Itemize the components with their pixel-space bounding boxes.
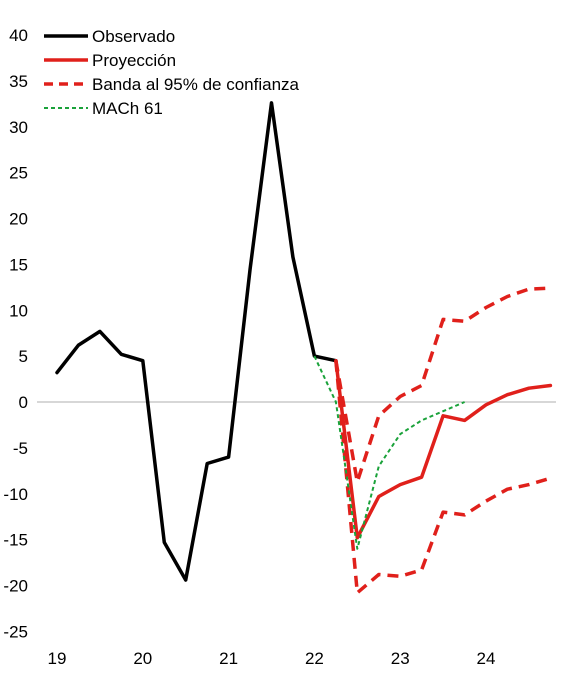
series-line-4 — [313, 355, 465, 550]
y-tick-label: 35 — [9, 72, 28, 91]
series-line-2 — [334, 286, 551, 484]
legend-label: Proyección — [92, 51, 176, 70]
legend: Observado Proyección Banda al 95% de confi… — [44, 27, 300, 118]
legend-label: Banda al 95% de confianza — [92, 75, 300, 94]
y-tick-label: -20 — [3, 577, 28, 596]
y-tick-label: -10 — [3, 485, 28, 504]
series-layer — [55, 101, 553, 595]
x-tick-label: 24 — [477, 649, 496, 668]
legend-label: MACh 61 — [92, 99, 163, 118]
y-tick-label: 5 — [19, 347, 28, 366]
y-tick-label: 10 — [9, 301, 28, 320]
series-line-1 — [334, 358, 553, 540]
y-tick-label: 40 — [9, 26, 28, 45]
y-tick-label: -5 — [13, 439, 28, 458]
series-line-3 — [334, 360, 551, 595]
y-tick-label: -25 — [3, 622, 28, 641]
x-tick-label: 23 — [391, 649, 410, 668]
x-tick-label: 21 — [219, 649, 238, 668]
y-tick-label: 0 — [19, 393, 28, 412]
x-tick-label: 19 — [48, 649, 67, 668]
y-tick-label: 30 — [9, 118, 28, 137]
x-tick-label: 20 — [133, 649, 152, 668]
axes-layer: -25 -20 -15 -10 -5 0 5 10 15 20 25 30 35 40 19 20 21 22 23… — [3, 26, 556, 668]
y-tick-label: 15 — [9, 255, 28, 274]
y-tick-label: -15 — [3, 531, 28, 550]
y-tick-label: 25 — [9, 164, 28, 183]
legend-label: Observado — [92, 27, 175, 46]
series-line-0 — [55, 101, 338, 582]
y-tick-label: 20 — [9, 210, 28, 229]
x-tick-label: 22 — [305, 649, 324, 668]
